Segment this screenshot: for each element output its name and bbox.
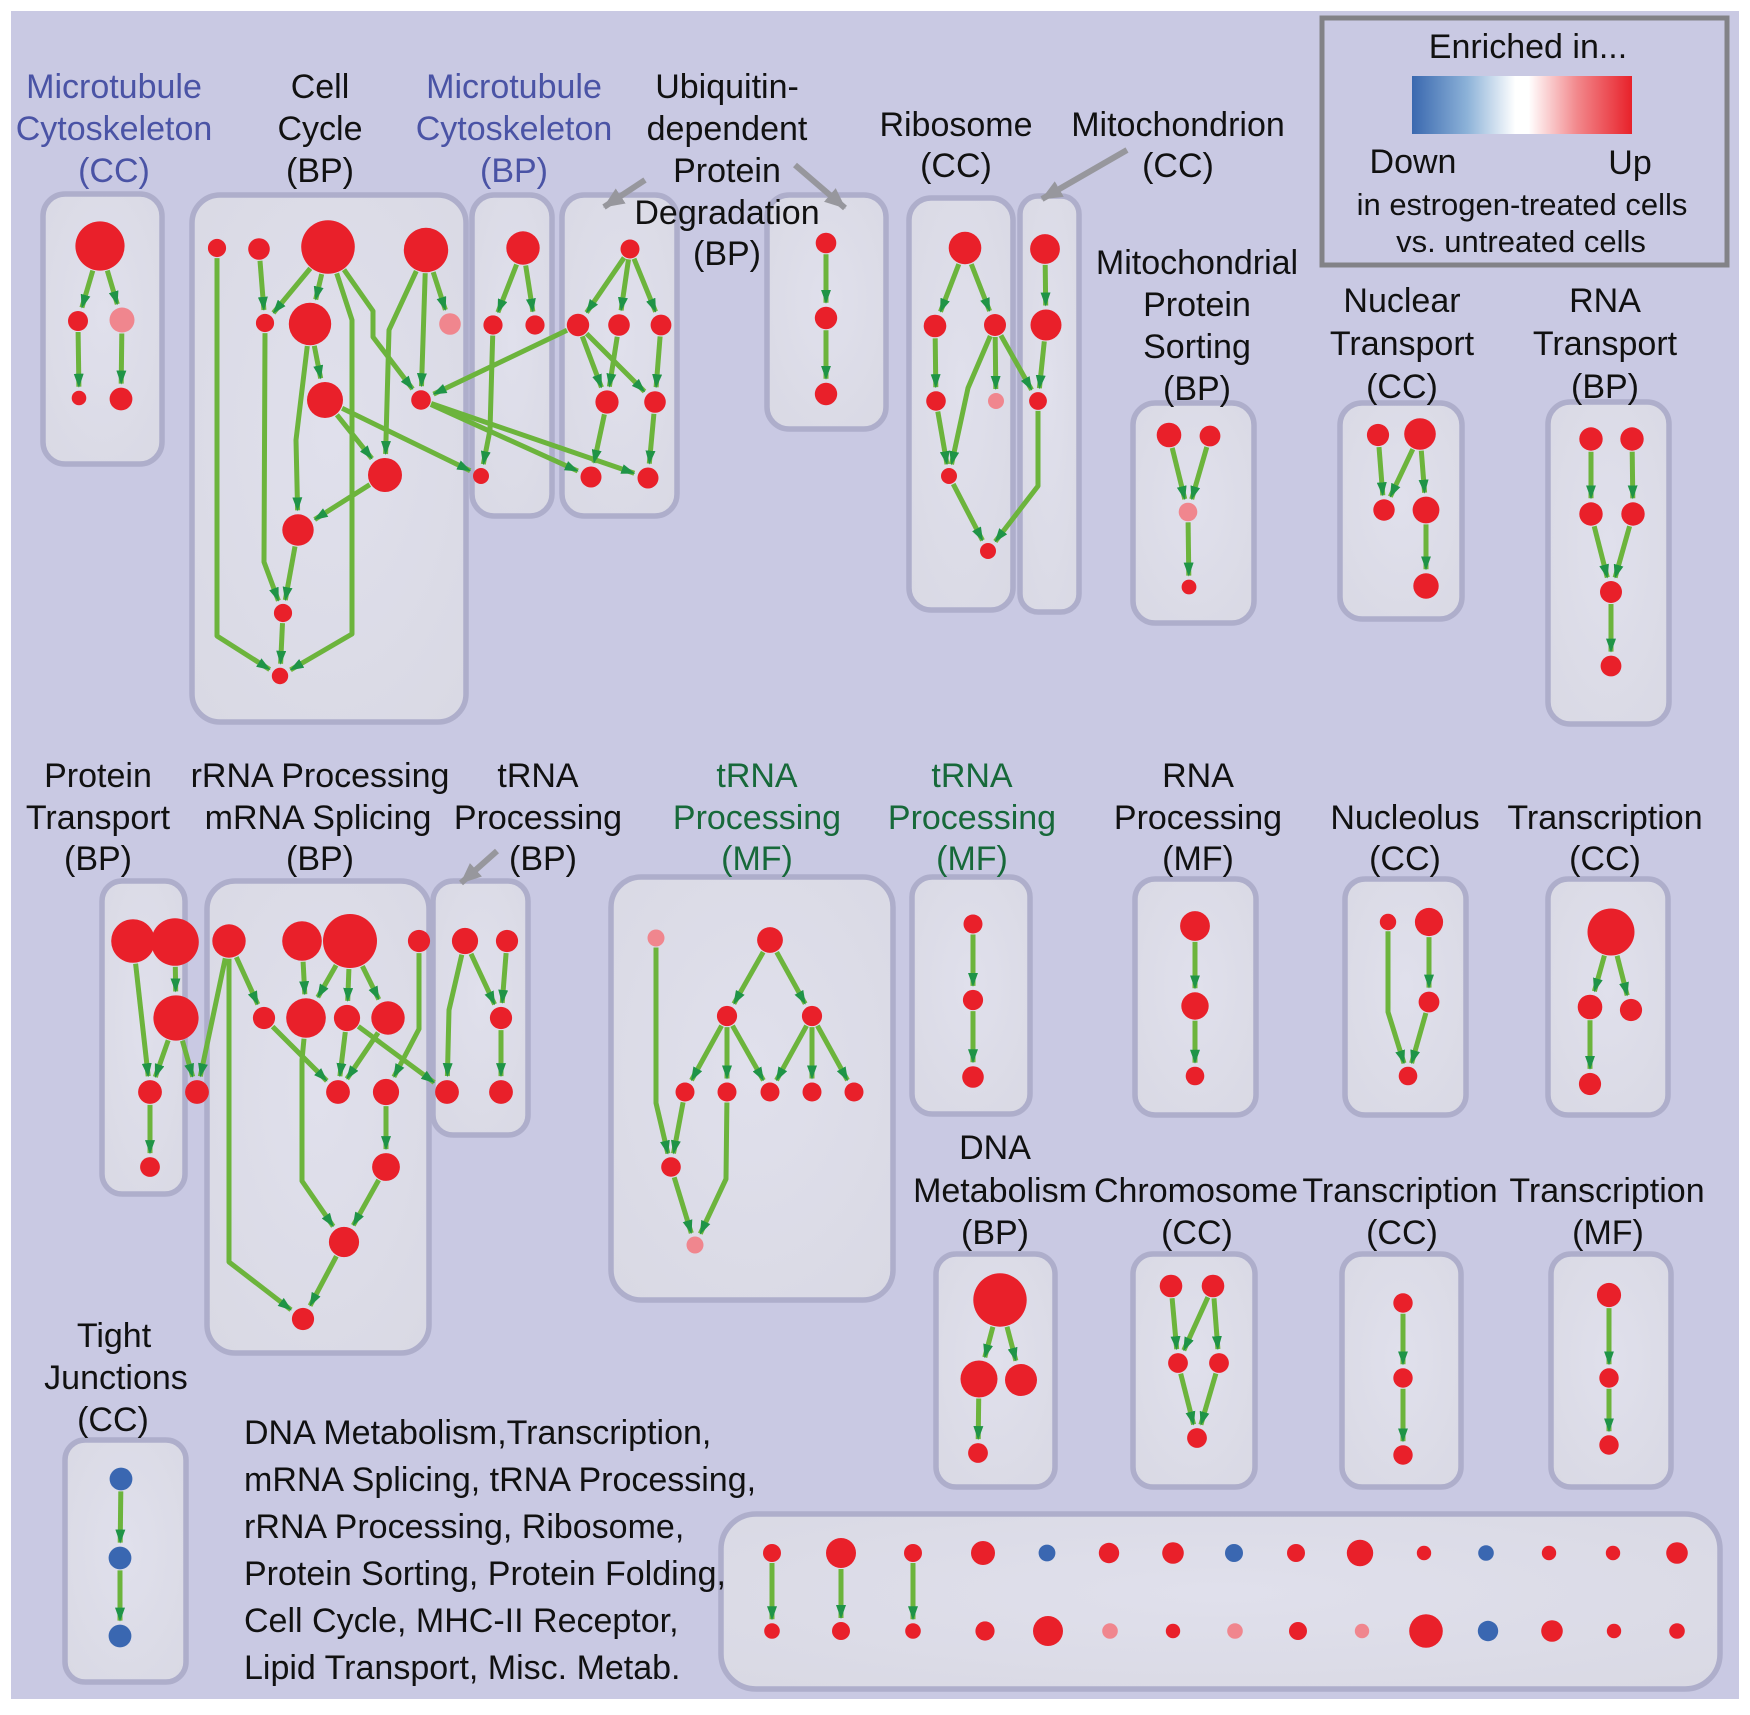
svg-text:Cytoskeleton: Cytoskeleton: [416, 110, 613, 148]
svg-text:tRNA: tRNA: [716, 757, 798, 795]
svg-text:Nucleolus: Nucleolus: [1330, 799, 1479, 837]
svg-text:DNA Metabolism,Transcription,: DNA Metabolism,Transcription,: [244, 1414, 711, 1452]
svg-text:Ubiquitin-: Ubiquitin-: [655, 68, 799, 106]
svg-text:in estrogen-treated cells: in estrogen-treated cells: [1357, 187, 1688, 222]
svg-text:(CC): (CC): [1569, 840, 1641, 878]
svg-text:(CC): (CC): [1142, 147, 1214, 185]
svg-text:Enriched in...: Enriched in...: [1429, 28, 1627, 66]
svg-text:Cell: Cell: [291, 68, 350, 106]
svg-text:vs. untreated cells: vs. untreated cells: [1396, 224, 1646, 259]
svg-text:(CC): (CC): [920, 147, 992, 185]
svg-text:mRNA Splicing: mRNA Splicing: [205, 799, 432, 837]
svg-text:Degradation: Degradation: [634, 194, 819, 232]
svg-text:(BP): (BP): [961, 1214, 1029, 1252]
svg-text:Lipid Transport, Misc. Metab.: Lipid Transport, Misc. Metab.: [244, 1649, 681, 1687]
svg-text:(CC): (CC): [78, 152, 150, 190]
svg-text:Metabolism: Metabolism: [913, 1172, 1087, 1210]
svg-text:(BP): (BP): [693, 235, 761, 273]
svg-text:Processing: Processing: [888, 799, 1056, 837]
svg-text:Transcription: Transcription: [1509, 1172, 1704, 1210]
svg-text:(MF): (MF): [936, 840, 1008, 878]
svg-text:Mitochondrion: Mitochondrion: [1071, 106, 1285, 144]
svg-text:dependent: dependent: [647, 110, 808, 148]
svg-text:(BP): (BP): [509, 840, 577, 878]
svg-text:(CC): (CC): [77, 1401, 149, 1439]
svg-text:Tight: Tight: [77, 1317, 152, 1355]
svg-text:(BP): (BP): [64, 840, 132, 878]
svg-text:Mitochondrial: Mitochondrial: [1096, 244, 1298, 282]
svg-text:Transport: Transport: [1330, 325, 1475, 363]
svg-text:Cell Cycle, MHC-II Receptor,: Cell Cycle, MHC-II Receptor,: [244, 1602, 679, 1640]
svg-text:Transport: Transport: [1533, 325, 1678, 363]
svg-text:(CC): (CC): [1366, 368, 1438, 406]
svg-text:RNA: RNA: [1162, 757, 1234, 795]
svg-text:Transcription: Transcription: [1302, 1172, 1497, 1210]
svg-text:mRNA Splicing, tRNA Processing: mRNA Splicing, tRNA Processing,: [244, 1461, 756, 1499]
svg-text:Ribosome: Ribosome: [879, 106, 1032, 144]
svg-text:(CC): (CC): [1161, 1214, 1233, 1252]
svg-text:(MF): (MF): [721, 840, 793, 878]
svg-text:(CC): (CC): [1366, 1214, 1438, 1252]
svg-text:Transport: Transport: [26, 799, 171, 837]
svg-text:(MF): (MF): [1572, 1214, 1644, 1252]
svg-text:RNA: RNA: [1569, 282, 1641, 320]
svg-text:Processing: Processing: [454, 799, 622, 837]
svg-text:(BP): (BP): [480, 152, 548, 190]
svg-text:DNA: DNA: [959, 1129, 1031, 1167]
svg-text:Nuclear: Nuclear: [1343, 282, 1460, 320]
svg-text:rRNA Processing, Ribosome,: rRNA Processing, Ribosome,: [244, 1508, 684, 1546]
svg-text:Protein: Protein: [44, 757, 152, 795]
svg-text:(MF): (MF): [1162, 840, 1234, 878]
svg-text:Protein: Protein: [673, 152, 781, 190]
svg-text:Microtubule: Microtubule: [26, 68, 202, 106]
svg-text:Processing: Processing: [673, 799, 841, 837]
svg-text:(BP): (BP): [286, 152, 354, 190]
svg-text:Processing: Processing: [1114, 799, 1282, 837]
svg-text:Up: Up: [1608, 144, 1651, 182]
svg-text:(CC): (CC): [1369, 840, 1441, 878]
svg-text:(BP): (BP): [286, 840, 354, 878]
svg-text:Microtubule: Microtubule: [426, 68, 602, 106]
svg-text:Protein: Protein: [1143, 286, 1251, 324]
svg-text:Cycle: Cycle: [277, 110, 362, 148]
svg-text:Transcription: Transcription: [1507, 799, 1702, 837]
svg-text:Protein Sorting, Protein Foldi: Protein Sorting, Protein Folding,: [244, 1555, 726, 1593]
svg-text:(BP): (BP): [1163, 370, 1231, 408]
svg-text:Cytoskeleton: Cytoskeleton: [16, 110, 213, 148]
svg-text:tRNA: tRNA: [931, 757, 1013, 795]
svg-text:tRNA: tRNA: [497, 757, 579, 795]
svg-text:rRNA Processing: rRNA Processing: [191, 757, 450, 795]
svg-text:(BP): (BP): [1571, 368, 1639, 406]
svg-text:Junctions: Junctions: [44, 1359, 188, 1397]
svg-text:Chromosome: Chromosome: [1094, 1172, 1298, 1210]
svg-text:Sorting: Sorting: [1143, 328, 1251, 366]
svg-text:Down: Down: [1370, 143, 1457, 181]
